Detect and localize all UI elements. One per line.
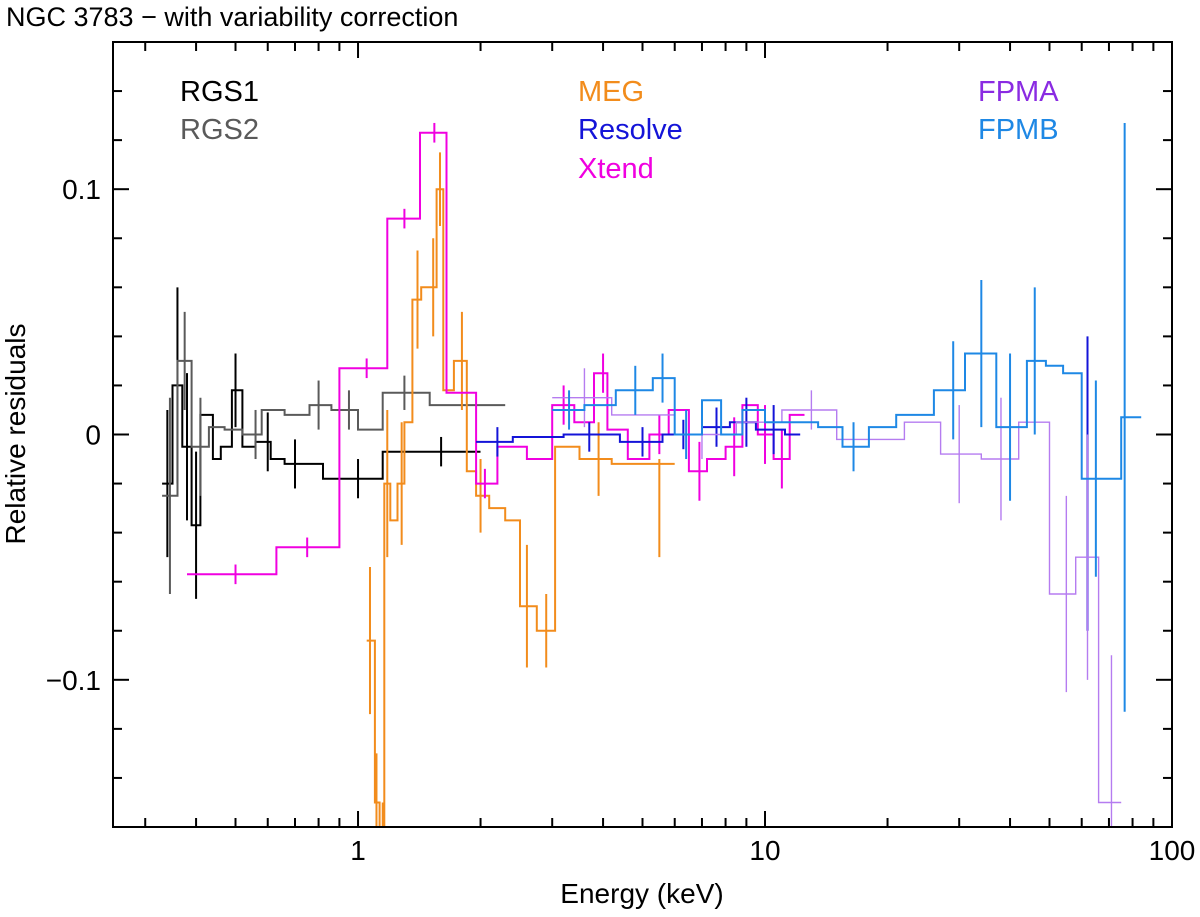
legend-entry-fpmb: FPMB: [978, 114, 1059, 146]
legend-entry-meg: MEG: [578, 76, 644, 108]
legend-entry-rgs2: RGS2: [180, 114, 259, 146]
x-axis-label: Energy (keV): [560, 878, 723, 909]
ticks-layer: 1 10 100 −0.1 0 0.1: [46, 41, 1196, 866]
series-step-line-fpmb: [552, 352, 1142, 480]
series-fpma: [552, 368, 1122, 827]
x-tick-label: 100: [1149, 835, 1196, 866]
x-tick-label: 10: [749, 835, 780, 866]
series-step-line-rgs1: [162, 384, 481, 527]
series-step-line-rgs2: [162, 359, 506, 497]
legend-entry-rgs1: RGS1: [180, 76, 259, 108]
series-step-line-meg: [366, 188, 675, 827]
legend-entry-resolve: Resolve: [578, 114, 683, 146]
series-fpmb: [552, 122, 1142, 712]
y-tick-label: 0: [85, 420, 101, 451]
x-tick-label: 1: [350, 835, 366, 866]
legend: RGS1 RGS2 MEG Resolve Xtend FPMA FPMB: [180, 76, 1059, 185]
y-tick-label: 0.1: [62, 174, 101, 205]
series-rgs2: [162, 311, 506, 594]
series-meg: [366, 152, 675, 827]
series-step-line-resolve: [476, 421, 801, 443]
legend-entry-fpma: FPMA: [978, 76, 1059, 108]
legend-entry-xtend: Xtend: [578, 153, 654, 185]
series-layer: [162, 122, 1142, 827]
chart-title: NGC 3783 − with variability correction: [6, 2, 458, 32]
y-tick-label: −0.1: [46, 665, 101, 696]
series-xtend: [187, 122, 805, 585]
y-axis-label: Relative residuals: [0, 324, 31, 545]
